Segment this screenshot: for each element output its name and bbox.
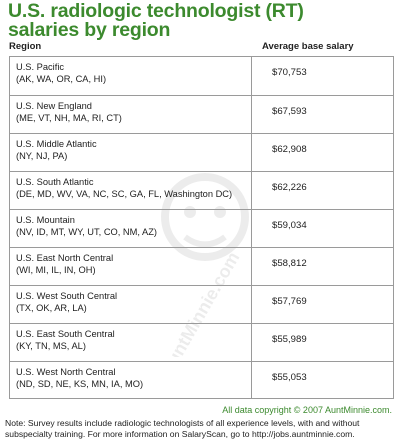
salary-value: $62,908	[272, 144, 307, 155]
salary-table: AuntMinnie.com U.S. Pacific (AK, WA, OR, …	[9, 56, 394, 399]
table-row: U.S. New England (ME, VT, NH, MA, RI, CT)…	[10, 95, 393, 133]
region-name: U.S. East North Central	[16, 253, 114, 263]
copyright-text: All data copyright © 2007 AuntMinnie.com…	[222, 405, 392, 415]
table-row: U.S. South Atlantic (DE, MD, WV, VA, NC, …	[10, 171, 393, 209]
table-row: U.S. West North Central (ND, SD, NE, KS, …	[10, 361, 393, 399]
region-states: (DE, MD, WV, VA, NC, SC, GA, FL, Washing…	[16, 189, 233, 199]
table-row: U.S. East South Central (KY, TN, MS, AL) $…	[10, 323, 393, 361]
column-divider	[251, 57, 252, 398]
salary-value: $67,593	[272, 106, 307, 117]
region-states: (WI, MI, IL, IN, OH)	[16, 265, 96, 275]
footnote: Note: Survey results include radiologic …	[5, 418, 360, 439]
region-states: (ME, VT, NH, MA, RI, CT)	[16, 113, 122, 123]
region-states: (NY, NJ, PA)	[16, 151, 68, 161]
region-name: U.S. Mountain	[16, 215, 75, 225]
salary-value: $57,769	[272, 296, 307, 307]
region-states: (ND, SD, NE, KS, MN, IA, MO)	[16, 379, 144, 389]
salary-value: $59,034	[272, 220, 307, 231]
region-states: (AK, WA, OR, CA, HI)	[16, 74, 107, 84]
salary-value: $58,812	[272, 258, 307, 269]
region-states: (KY, TN, MS, AL)	[16, 341, 86, 351]
table-row: U.S. Middle Atlantic (NY, NJ, PA) $62,908	[10, 133, 393, 171]
title-line-1: U.S. radiologic technologist (RT)	[8, 0, 304, 22]
salary-value: $55,989	[272, 334, 307, 345]
region-name: U.S. East South Central	[16, 329, 115, 339]
region-states: (TX, OK, AR, LA)	[16, 303, 87, 313]
region-name: U.S. New England	[16, 101, 92, 111]
region-name: U.S. West North Central	[16, 367, 116, 377]
region-states: (NV, ID, MT, WY, UT, CO, NM, AZ)	[16, 227, 158, 237]
table-row: U.S. Pacific (AK, WA, OR, CA, HI) $70,753	[10, 57, 393, 95]
region-name: U.S. West South Central	[16, 291, 118, 301]
region-column-header: Region	[9, 41, 42, 52]
salary-value: $70,753	[272, 67, 307, 78]
salary-value: $55,053	[272, 372, 307, 383]
region-name: U.S. Middle Atlantic	[16, 139, 97, 149]
table-row: U.S. West South Central (TX, OK, AR, LA) $…	[10, 285, 393, 323]
region-name: U.S. Pacific	[16, 62, 65, 72]
salary-column-header: Average base salary	[262, 41, 354, 52]
table-row: U.S. Mountain (NV, ID, MT, WY, UT, CO, NM…	[10, 209, 393, 247]
table-row: U.S. East North Central (WI, MI, IL, IN, …	[10, 247, 393, 285]
salary-value: $62,226	[272, 182, 307, 193]
title-line-2: salaries by region	[8, 19, 171, 41]
chart-title: U.S. radiologic technologist (RT) salari…	[8, 0, 398, 41]
region-name: U.S. South Atlantic	[16, 177, 94, 187]
